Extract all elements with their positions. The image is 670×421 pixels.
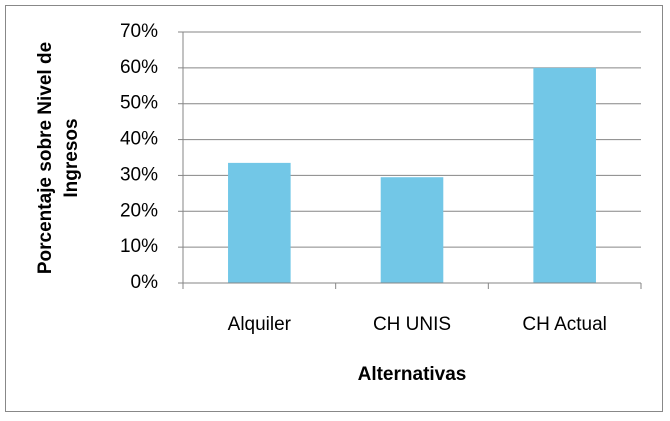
- y-tick-label: 10%: [120, 236, 158, 257]
- bar: [228, 162, 291, 283]
- y-tick-label: 60%: [120, 57, 158, 78]
- y-axis-label: Porcentaje sobre Nivel de: [35, 42, 56, 274]
- y-axis-label: Ingresos: [61, 118, 82, 197]
- x-tick-label: Alquiler: [228, 314, 292, 335]
- x-axis-label: Alternativas: [358, 364, 467, 385]
- x-tick-label: CH UNIS: [373, 314, 451, 335]
- y-tick-label: 30%: [120, 164, 158, 185]
- bar: [380, 177, 444, 283]
- bar: [533, 67, 596, 283]
- y-tick-label: 0%: [131, 272, 159, 293]
- y-tick-label: 40%: [120, 129, 158, 150]
- y-tick-label: 70%: [120, 21, 158, 42]
- y-tick-label: 50%: [120, 93, 158, 114]
- x-tick-label: CH Actual: [522, 314, 606, 335]
- y-tick-label: 20%: [120, 200, 158, 221]
